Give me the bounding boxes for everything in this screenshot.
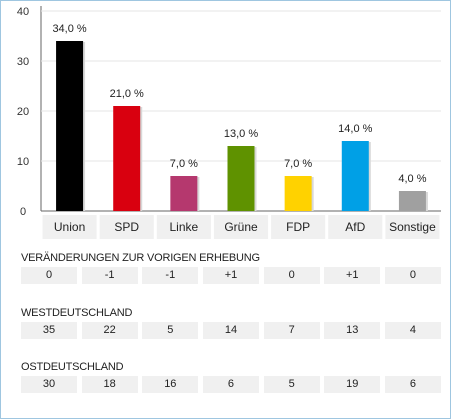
y-tick-label: 20 xyxy=(17,106,29,118)
west-cell-fdp: 7 xyxy=(263,322,320,339)
bar-value-label: 13,0 % xyxy=(224,128,258,140)
west-cell-gruene: 14 xyxy=(202,322,259,339)
changes-cell-union: 0 xyxy=(21,267,77,284)
bar-union xyxy=(56,41,84,211)
category-label: Union xyxy=(54,220,85,234)
bar-linke xyxy=(170,176,198,211)
changes-cell-gruene: +1 xyxy=(202,267,259,284)
east-cell-sonstige: 6 xyxy=(384,376,441,393)
changes-title: VERÄNDERUNGEN ZUR VORIGEN ERHEBUNG xyxy=(21,252,260,264)
west-cell-spd: 22 xyxy=(81,322,138,339)
west-cell-linke: 5 xyxy=(142,322,199,339)
y-tick-label: 40 xyxy=(17,6,29,18)
west-cell-sonstige: 4 xyxy=(384,322,441,339)
bar-value-label: 7,0 % xyxy=(284,158,312,170)
category-cell xyxy=(271,215,326,239)
y-tick-label: 30 xyxy=(17,56,29,68)
bar-value-label: 4,0 % xyxy=(398,173,426,185)
changes-cell-afd: +1 xyxy=(324,267,381,284)
category-cell xyxy=(42,215,97,239)
east-cell-fdp: 5 xyxy=(263,376,320,393)
west-cell-afd: 13 xyxy=(324,322,381,339)
category-label: FDP xyxy=(286,220,310,234)
east-cell-gruene: 6 xyxy=(202,376,259,393)
changes-cell-sonstige: 0 xyxy=(384,267,441,284)
changes-cell-linke: -1 xyxy=(142,267,199,284)
category-label: AfD xyxy=(345,220,365,234)
category-cell xyxy=(213,215,269,239)
changes-cell-spd: -1 xyxy=(81,267,138,284)
bar-value-label: 21,0 % xyxy=(110,88,144,100)
bar-value-label: 7,0 % xyxy=(170,158,198,170)
y-tick-label: 10 xyxy=(17,156,29,168)
bar-value-label: 34,0 % xyxy=(52,23,86,35)
category-cell xyxy=(385,215,440,239)
west-title: WESTDEUTSCHLAND xyxy=(21,307,133,319)
east-cell-afd: 19 xyxy=(324,376,381,393)
west-section: WESTDEUTSCHLAND 35 22 5 14 7 13 4 xyxy=(21,306,441,339)
bar-fdp xyxy=(284,176,312,211)
bar-chart: 0 10 20 30 40 34,0 % Union 21,0 % SPD 7,0 % Linke 1… xyxy=(17,6,441,239)
category-cell xyxy=(328,215,383,239)
west-cell-union: 35 xyxy=(21,322,77,339)
category-cell xyxy=(156,215,211,239)
east-cell-linke: 16 xyxy=(142,376,199,393)
changes-cell-fdp: 0 xyxy=(263,267,320,284)
bar-value-label: 14,0 % xyxy=(338,123,372,135)
bar-afd xyxy=(341,141,369,211)
east-section: OSTDEUTSCHLAND 30 18 16 6 5 19 6 xyxy=(21,360,441,393)
bar-spd xyxy=(113,106,141,211)
bar-sonstige xyxy=(398,191,426,211)
bar-grüne xyxy=(227,146,255,211)
category-cell xyxy=(99,215,154,239)
y-tick-label: 0 xyxy=(20,206,26,218)
category-label: Linke xyxy=(170,220,199,234)
east-title: OSTDEUTSCHLAND xyxy=(21,361,124,373)
east-row: 30 18 16 6 5 19 6 xyxy=(21,376,441,393)
category-label: Grüne xyxy=(224,220,258,234)
west-row: 35 22 5 14 7 13 4 xyxy=(21,322,441,339)
category-label: Sonstige xyxy=(389,220,436,234)
east-cell-spd: 18 xyxy=(81,376,138,393)
east-cell-union: 30 xyxy=(21,376,77,393)
changes-section: VERÄNDERUNGEN ZUR VORIGEN ERHEBUNG 0 -1 … xyxy=(21,251,441,284)
category-label: SPD xyxy=(114,220,139,234)
changes-row: 0 -1 -1 +1 0 +1 0 xyxy=(21,267,441,284)
